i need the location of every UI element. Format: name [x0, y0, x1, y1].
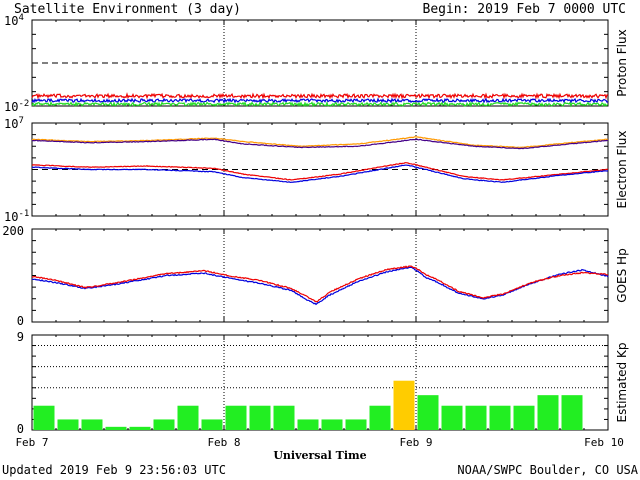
electron-y-tick-exp: 7	[18, 116, 23, 126]
kp-y-tick-label: 0	[17, 422, 24, 436]
begin-time-label: Begin: 2019 Feb 7 0000 UTC	[423, 2, 627, 17]
goes-hp-y-tick-label: 200	[2, 224, 24, 238]
kp-bar	[249, 405, 271, 430]
kp-bar	[369, 405, 391, 430]
kp-bar	[489, 405, 511, 430]
kp-y-axis-label: Estimated Kp	[615, 343, 629, 423]
kp-bar	[57, 419, 79, 430]
kp-bar	[393, 380, 415, 430]
electron-series-orange	[31, 136, 609, 149]
kp-panel: 9 0 Estimated Kp	[17, 330, 629, 436]
electron-y-tick-exp: -1	[18, 209, 29, 219]
kp-bar	[273, 405, 295, 430]
proton-y-tick-exp: 4	[18, 13, 23, 23]
electron-y-tick-label: 107	[4, 116, 24, 131]
electron-y-tick-label: 10-1	[4, 209, 29, 224]
goes-hp-frame	[31, 228, 609, 323]
kp-bar	[225, 405, 247, 430]
proton-series-green	[31, 100, 609, 108]
goes-hp-series-red	[32, 265, 608, 303]
x-tick-label-feb9: Feb 9	[399, 436, 432, 449]
proton-y-tick-exp: -2	[18, 99, 29, 109]
proton-y-axis-label: Proton Flux	[615, 29, 629, 96]
x-tick-label-feb7: Feb 7	[15, 436, 48, 449]
kp-bar	[537, 395, 559, 430]
kp-bar	[105, 426, 127, 430]
goes-hp-y-tick-label: 0	[17, 314, 24, 328]
kp-bar	[513, 405, 535, 430]
kp-bar	[33, 405, 55, 430]
electron-series-purple	[31, 138, 609, 150]
goes-hp-series-blue	[31, 266, 609, 306]
kp-bar	[321, 419, 343, 430]
proton-frame	[31, 19, 609, 107]
electron-series-red	[31, 162, 609, 181]
kp-bar	[177, 405, 199, 430]
goes-hp-y-axis-label: GOES Hp	[615, 248, 629, 302]
proton-y-tick-label: 10-2	[4, 99, 29, 114]
proton-y-tick-label: 104	[4, 13, 24, 28]
x-tick-label-feb8: Feb 8	[207, 436, 240, 449]
electron-panel: 107 10-1 Electron Flux	[4, 116, 629, 224]
updated-timestamp: Updated 2019 Feb 9 23:56:03 UTC	[2, 463, 226, 477]
goes-hp-panel: 200 0 GOES Hp	[2, 224, 629, 328]
x-tick-label-feb10: Feb 10	[584, 436, 624, 449]
electron-series-blue	[31, 164, 609, 184]
proton-panel: 104 10-2 Proton Flux	[4, 13, 629, 114]
chart-panels: 104 10-2 Proton Flux 107 10-1 Electron Flux 20…	[2, 13, 629, 436]
chart-title: Satellite Environment (3 day)	[14, 2, 241, 17]
kp-bar	[201, 419, 223, 430]
x-axis-title: Universal Time	[273, 449, 366, 462]
kp-bar	[417, 395, 439, 430]
kp-bar	[153, 419, 175, 430]
kp-y-tick-label: 9	[17, 330, 24, 344]
kp-bar	[81, 419, 103, 430]
kp-bar	[345, 419, 367, 430]
kp-bar	[297, 419, 319, 430]
credit-label: NOAA/SWPC Boulder, CO USA	[457, 463, 638, 477]
kp-bar	[441, 405, 463, 430]
kp-bar	[129, 426, 151, 430]
electron-y-axis-label: Electron Flux	[615, 131, 629, 209]
kp-bar	[561, 395, 583, 430]
kp-bar	[465, 405, 487, 430]
proton-series-red	[31, 92, 609, 100]
proton-series-blue	[31, 97, 609, 104]
